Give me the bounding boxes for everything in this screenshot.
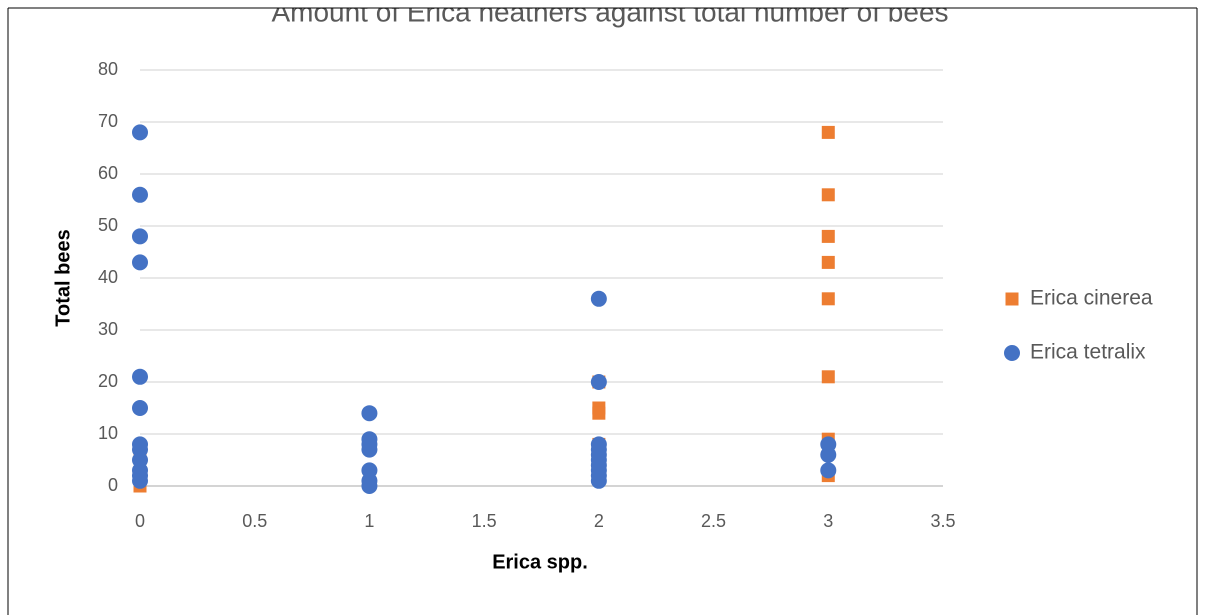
- point: [590, 374, 607, 390]
- y-tick-label: 10: [98, 423, 118, 443]
- y-tick-label: 50: [98, 215, 118, 235]
- point: [821, 292, 835, 306]
- point: [361, 478, 378, 494]
- point: [132, 228, 148, 245]
- point: [132, 400, 148, 416]
- x-tick-label: 3: [823, 511, 833, 531]
- x-tick-label: 2: [594, 511, 604, 531]
- x-tick-label: 2.5: [701, 511, 726, 531]
- y-tick-label: 0: [108, 475, 118, 495]
- x-tick-label: 3.5: [930, 511, 955, 531]
- point: [361, 405, 378, 422]
- point: [820, 446, 837, 463]
- x-tick-label: 1.5: [472, 511, 497, 531]
- y-axis-label: Total bees: [52, 229, 74, 326]
- point: [590, 472, 607, 489]
- x-tick-label: 0: [135, 511, 145, 531]
- frame-cover: [0, 0, 1205, 8]
- y-tick-label: 20: [98, 371, 118, 391]
- point: [820, 462, 837, 479]
- legend-marker: [1005, 292, 1019, 306]
- point: [132, 368, 148, 385]
- point: [821, 229, 835, 243]
- y-tick-label: 40: [98, 267, 118, 287]
- x-tick-label: 1: [364, 511, 374, 531]
- point: [361, 441, 378, 458]
- point: [132, 186, 148, 203]
- legend-label: Erica cinerea: [1030, 287, 1153, 310]
- point: [590, 290, 607, 307]
- y-tick-label: 80: [98, 59, 118, 79]
- point: [592, 406, 606, 420]
- legend-label: Erica tetralix: [1030, 341, 1146, 364]
- point: [821, 370, 835, 384]
- point: [132, 124, 148, 141]
- x-axis-label: Erica spp.: [492, 551, 588, 573]
- y-tick-label: 30: [98, 319, 118, 339]
- y-tick-label: 60: [98, 163, 118, 183]
- point: [821, 188, 835, 202]
- y-tick-label: 70: [98, 111, 118, 131]
- legend-marker: [1004, 345, 1020, 361]
- point: [132, 472, 148, 489]
- point: [821, 255, 835, 269]
- point: [132, 254, 148, 271]
- point: [821, 125, 835, 139]
- x-tick-label: 0.5: [242, 511, 267, 531]
